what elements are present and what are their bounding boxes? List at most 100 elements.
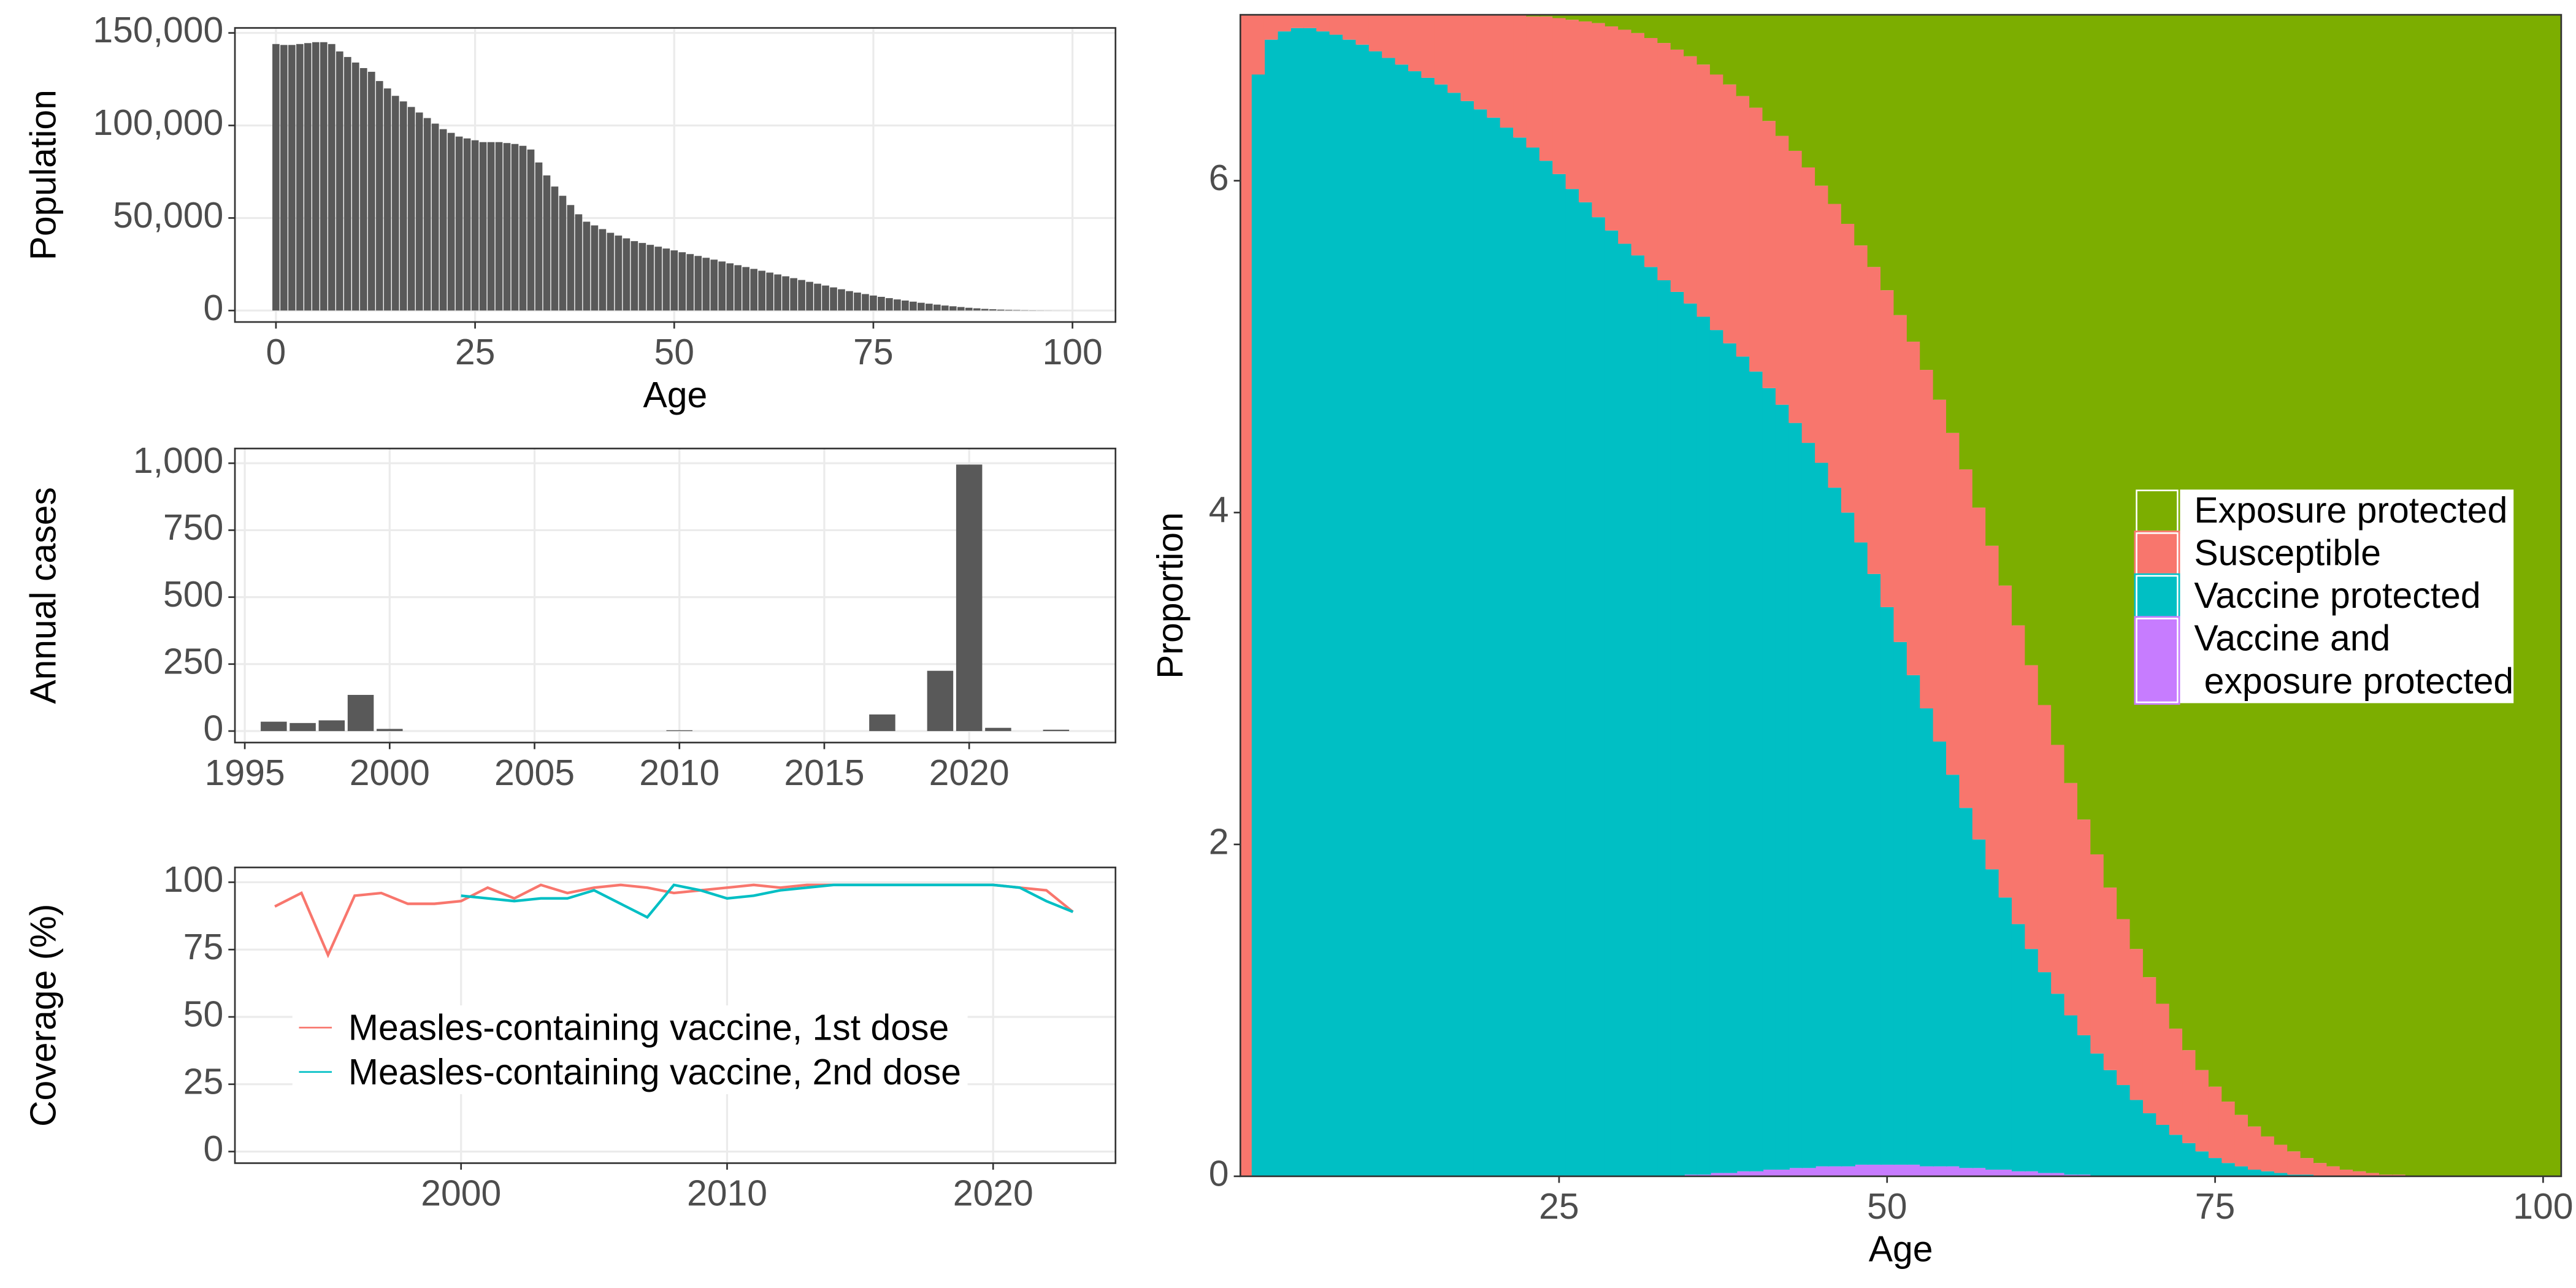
bar-segment: [1893, 15, 1908, 315]
y-tick-label: 100: [163, 860, 223, 900]
bar: [838, 289, 845, 311]
bar-segment: [1684, 56, 1698, 304]
bar: [750, 269, 757, 311]
legend-label: Susceptible: [2194, 531, 2382, 573]
bar: [367, 72, 375, 311]
bar-segment: [1775, 15, 1790, 136]
bar: [726, 263, 734, 311]
y-tick-label: 750: [163, 508, 223, 548]
bar: [933, 304, 941, 311]
legend-label: Exposure protected: [2194, 488, 2508, 530]
marks: [261, 464, 1070, 731]
bar-segment: [1604, 15, 1619, 27]
bar: [519, 145, 527, 311]
bar: [503, 143, 511, 311]
bar-segment: [1644, 15, 1658, 38]
bar: [423, 118, 431, 311]
bar-segment: [1552, 15, 1567, 18]
bar-segment: [1723, 84, 1738, 343]
bar: [359, 68, 367, 311]
bar-segment: [2103, 15, 2118, 888]
bar-segment: [1749, 371, 1764, 1171]
bar-segment: [2090, 1053, 2105, 1176]
bar-segment: [2077, 1035, 2091, 1175]
bar-segment: [1251, 15, 1265, 75]
bar: [694, 256, 702, 311]
bar-segment: [1946, 432, 1961, 775]
bar-segment: [1906, 1164, 1921, 1176]
bar-segment: [1867, 573, 1882, 1165]
bar-segment: [1762, 1170, 1777, 1176]
bar-segment: [1670, 15, 1685, 50]
bar: [822, 285, 829, 311]
bar: [304, 43, 312, 311]
bar-segment: [1920, 15, 1934, 370]
bar: [638, 243, 646, 311]
y-axis-title: Coverage (%): [24, 904, 64, 1127]
bar: [377, 729, 403, 731]
bar-segment: [1933, 399, 1947, 742]
bar: [902, 300, 909, 311]
legend-key: [2133, 487, 2180, 534]
bar-segment: [1434, 15, 1449, 85]
bar: [567, 205, 575, 311]
bar-segment: [2129, 15, 2144, 949]
bar-segment: [1447, 93, 1462, 1176]
bar: [774, 274, 781, 311]
bar-segment: [1684, 1175, 1698, 1176]
bar-segment: [1854, 1164, 1869, 1176]
bar-segment: [1762, 388, 1777, 1170]
bar-segment: [2011, 15, 2026, 626]
bar-segment: [1618, 15, 1633, 30]
bar-segment: [2064, 15, 2079, 783]
panel-border: [234, 447, 1117, 744]
legend-item: Vaccine and exposure protected: [2133, 615, 2513, 704]
bar-segment: [2392, 1175, 2407, 1176]
bar-segment: [1500, 128, 1514, 1176]
bar-segment: [2051, 15, 2066, 745]
bar-segment: [2208, 1158, 2223, 1176]
bar-segment: [1342, 15, 1357, 40]
bar: [439, 129, 447, 311]
bar-segment: [1815, 462, 1830, 1167]
bar-segment: [1526, 16, 1541, 148]
bar-segment: [2234, 1114, 2249, 1167]
bar: [702, 258, 710, 311]
bar-segment: [2037, 705, 2052, 973]
y-tick-label: 0: [204, 708, 224, 748]
bar-segment: [2182, 1050, 2197, 1143]
bar-segment: [1933, 742, 1947, 1167]
bar-segment: [1959, 469, 1974, 808]
x-axis-title: Age: [1869, 1230, 1933, 1270]
bar-segment: [1421, 15, 1436, 78]
x-tick-label: 75: [2195, 1187, 2236, 1227]
y-tick-label: 2: [1209, 822, 1229, 862]
bar-segment: [1592, 15, 1606, 23]
bar-segment: [2064, 783, 2079, 1016]
bar: [471, 140, 479, 311]
bar-segment: [1762, 121, 1777, 388]
bar-segment: [1368, 51, 1383, 1176]
bar-segment: [2353, 1171, 2367, 1176]
bar-segment: [1447, 15, 1462, 93]
bar-segment: [1801, 167, 1816, 443]
panel-border: [234, 866, 1117, 1164]
y-tick-label: 75: [183, 927, 224, 967]
legend: Exposure protected Susceptible Vaccine pro…: [2133, 487, 2514, 704]
bar-segment: [1434, 84, 1449, 1176]
bar-segment: [1867, 1164, 1882, 1176]
bar-segment: [1775, 1170, 1790, 1176]
bar: [631, 241, 638, 311]
bar-segment: [1696, 316, 1711, 1175]
bar: [894, 299, 901, 311]
x-tick-label: 2020: [953, 1174, 1033, 1214]
bar-segment: [2156, 1124, 2171, 1176]
bar: [543, 175, 551, 311]
bar-segment: [1736, 15, 1750, 96]
bar: [965, 307, 973, 311]
bar-segment: [1709, 330, 1724, 1173]
bar-segment: [2366, 1173, 2380, 1176]
bar-segment: [1985, 545, 2000, 870]
bar: [678, 252, 686, 311]
